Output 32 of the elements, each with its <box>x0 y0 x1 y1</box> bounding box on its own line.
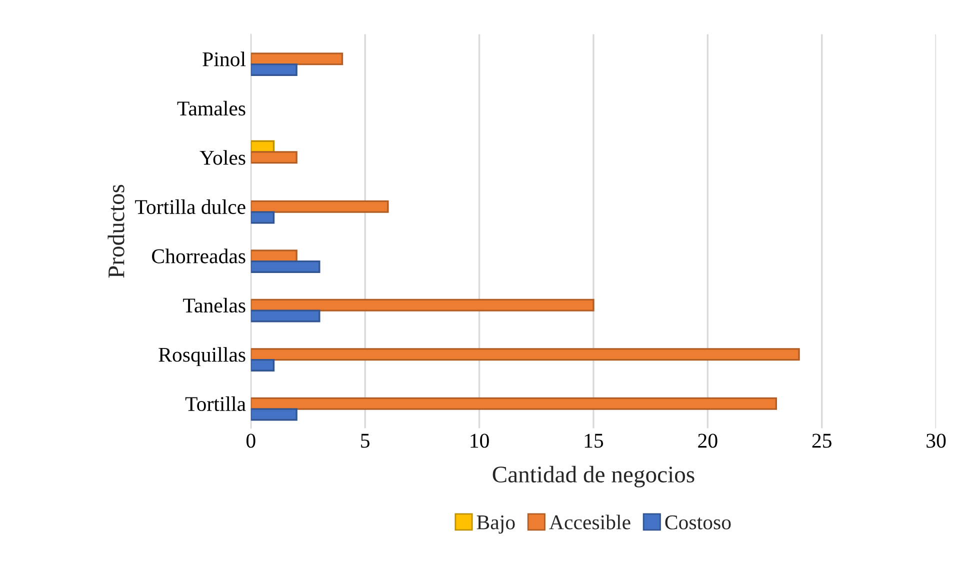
bar <box>250 358 275 372</box>
y-tick-label: Tortilla <box>185 396 246 412</box>
bar <box>250 310 320 322</box>
y-tick-label: Tamales <box>177 100 246 116</box>
bar <box>250 348 800 361</box>
x-tick-label: 20 <box>698 434 718 448</box>
x-tick-label: 25 <box>812 434 832 448</box>
bar <box>250 298 594 312</box>
y-tick-label: Tortilla dulce <box>135 199 246 214</box>
x-tick-label: 10 <box>470 434 489 448</box>
bar <box>250 397 778 410</box>
bar <box>250 63 298 76</box>
y-axis-title: Productos <box>108 184 124 278</box>
y-tick-label: Rosquillas <box>158 347 246 366</box>
y-tick-label: Yoles <box>200 150 246 165</box>
y-tick-label: Chorreadas <box>152 248 246 264</box>
x-tick-label: 5 <box>361 434 370 448</box>
bar <box>250 200 389 213</box>
bar <box>250 260 320 273</box>
x-axis-title: Cantidad de negocios <box>492 466 694 488</box>
legend-label: Costoso <box>665 515 731 530</box>
bar <box>250 408 298 421</box>
bar <box>250 151 298 164</box>
y-tick-label: Tanelas <box>183 298 246 313</box>
x-tick-label: 30 <box>926 434 946 448</box>
x-tick-label: 15 <box>584 434 604 448</box>
x-tick-label: 0 <box>246 434 256 448</box>
bar <box>250 52 344 66</box>
legend-label: Bajo <box>476 515 515 534</box>
y-tick-label: Pinol <box>202 52 246 66</box>
bar <box>250 211 275 224</box>
legend-label: Accesible <box>549 514 630 530</box>
